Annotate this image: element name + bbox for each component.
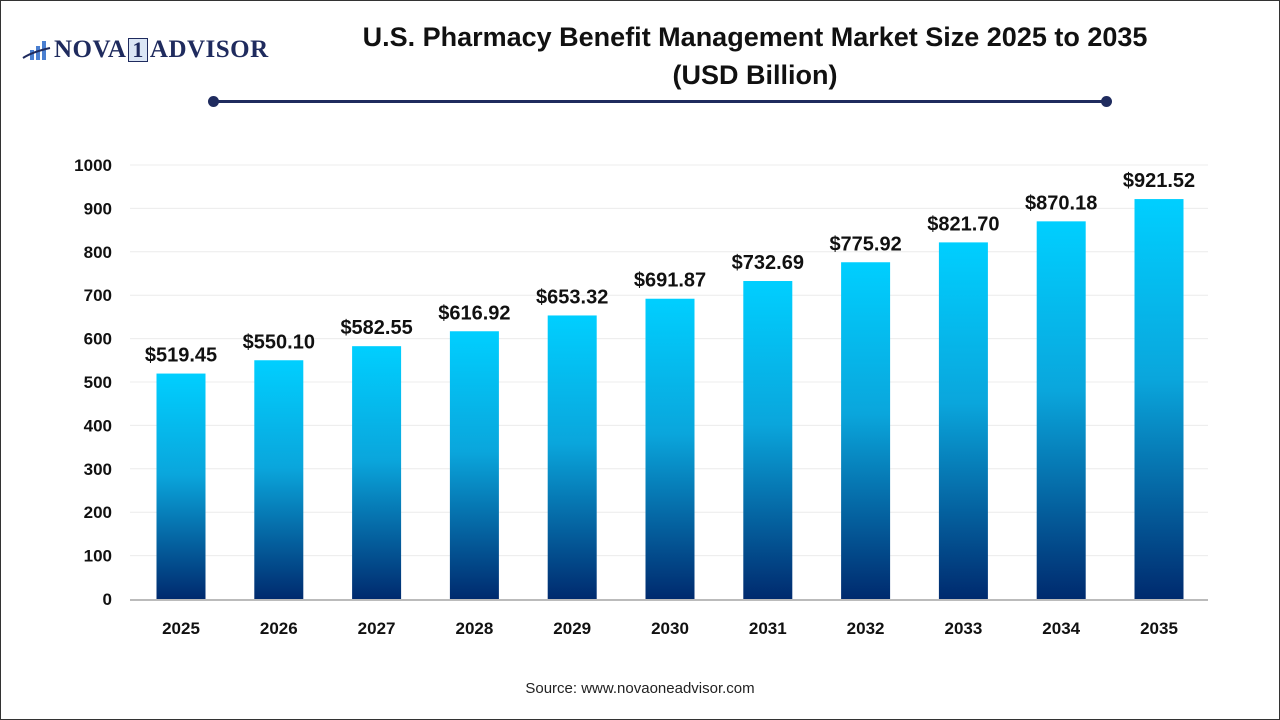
data-label: $550.10 [243,331,315,353]
bar-2029 [547,315,597,599]
bar-2031 [743,281,793,599]
logo: NOVA 1 ADVISOR [22,36,269,64]
data-label: $691.87 [634,270,706,292]
y-tick-label: 300 [84,460,112,479]
bar-2032 [841,262,891,599]
title-divider [213,100,1106,103]
x-tick-label: 2025 [162,619,200,638]
bar-2025 [156,373,206,599]
data-label: $921.52 [1123,170,1195,192]
divider-dot-left [208,96,219,107]
bar-2033 [938,242,988,599]
x-tick-label: 2034 [1042,619,1080,638]
x-tick-label: 2026 [260,619,298,638]
x-tick-label: 2031 [749,619,787,638]
bar-2028 [449,331,499,599]
bar-2035 [1134,199,1184,600]
x-tick-label: 2027 [358,619,396,638]
divider-dot-right [1101,96,1112,107]
y-tick-label: 700 [84,286,112,305]
x-tick-label: 2028 [455,619,493,638]
y-tick-label: 100 [84,547,112,566]
bar-2030 [645,298,695,599]
data-label: $821.70 [927,213,999,235]
x-tick-label: 2030 [651,619,689,638]
data-label: $582.55 [340,317,412,339]
logo-text-advisor: ADVISOR [149,36,269,63]
logo-text-nova: NOVA [54,36,127,63]
title-line-2: (USD Billion) [672,60,838,90]
bar-2026 [254,360,304,599]
data-label: $519.45 [145,345,217,367]
y-tick-label: 1000 [74,156,112,175]
data-label: $775.92 [829,233,901,255]
data-label: $616.92 [438,302,510,324]
chart-title: U.S. Pharmacy Benefit Management Market … [260,18,1250,94]
y-tick-label: 800 [84,243,112,262]
x-tick-label: 2029 [553,619,591,638]
y-tick-label: 600 [84,330,112,349]
data-label: $870.18 [1025,192,1097,214]
data-label: $732.69 [732,252,804,274]
y-tick-label: 900 [84,199,112,218]
logo-bars-icon [22,41,51,60]
logo-text-one: 1 [128,38,148,62]
x-tick-label: 2032 [847,619,885,638]
x-tick-label: 2033 [944,619,982,638]
x-tick-label: 2035 [1140,619,1178,638]
y-tick-label: 0 [103,590,112,609]
bar-2027 [352,346,402,599]
source-note: Source: www.novaoneadvisor.com [525,680,755,697]
data-label: $653.32 [536,286,608,308]
y-tick-label: 500 [84,373,112,392]
y-tick-label: 200 [84,503,112,522]
title-line-1: U.S. Pharmacy Benefit Management Market … [362,22,1148,52]
y-tick-label: 400 [84,416,112,435]
bar-2034 [1036,221,1086,600]
